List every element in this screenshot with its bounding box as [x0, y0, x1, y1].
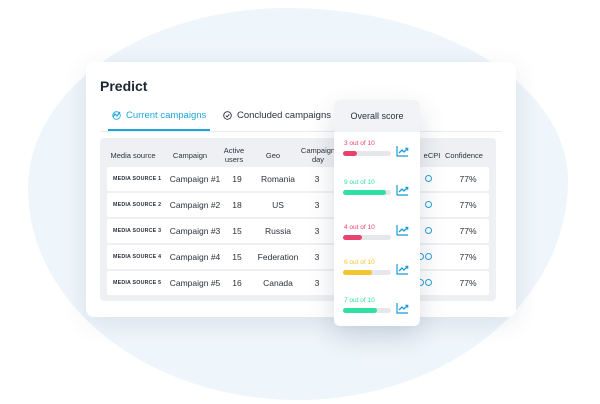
score-bar [343, 190, 391, 195]
row-campaign-day: 3 [314, 252, 320, 262]
header-media-source: Media source [110, 151, 156, 160]
score-bar [343, 235, 391, 240]
header-campaign-day: Campaign day [300, 146, 336, 164]
trend-up-icon[interactable] [396, 224, 409, 236]
row-media-source: MEDIA SOURCE 5 [113, 280, 162, 286]
campaigns-table: Media source Campaign Active users Geo C… [100, 138, 496, 301]
row-active-users: 15 [232, 226, 242, 236]
score-bar [343, 270, 391, 275]
row-confidence: 77% [459, 252, 477, 262]
score-label: 6 out of 10 [344, 259, 375, 266]
header-campaign: Campaign [172, 151, 208, 160]
check-circle-icon [223, 111, 232, 120]
tab-active-underline [108, 129, 210, 131]
row-media-source: MEDIA SOURCE 1 [113, 176, 162, 182]
row-campaign: Campaign #4 [169, 252, 221, 262]
row-geo: Romania [260, 174, 296, 184]
row-confidence: 77% [459, 174, 477, 184]
header-ecpi: eCPI [423, 151, 441, 160]
row-geo: Canada [263, 278, 293, 288]
row-active-users: 16 [232, 278, 242, 288]
row-geo: US [272, 200, 284, 210]
table-row[interactable]: MEDIA SOURCE 1 Campaign #1 19 Romania 3 … [107, 167, 489, 191]
table-row[interactable]: MEDIA SOURCE 4 Campaign #4 15 Federation… [107, 245, 489, 269]
predict-card: Predict Current campaigns Concluded camp… [86, 62, 516, 317]
tab-current-campaigns[interactable]: Current campaigns [112, 110, 206, 121]
tab-divider [100, 131, 502, 132]
row-campaign: Campaign #5 [169, 278, 221, 288]
row-media-source: MEDIA SOURCE 3 [113, 228, 162, 234]
row-confidence: 77% [459, 200, 477, 210]
tab-concluded-label: Concluded campaigns [237, 110, 332, 121]
row-active-users: 19 [232, 174, 242, 184]
coin-icon [425, 227, 432, 234]
row-media-source: MEDIA SOURCE 2 [113, 202, 162, 208]
score-bar-fill [343, 235, 363, 240]
row-active-users: 18 [232, 200, 242, 210]
score-bar-fill [343, 190, 387, 195]
row-geo: Federation [257, 252, 299, 262]
score-label: 7 out of 10 [344, 297, 375, 304]
row-campaign: Campaign #1 [169, 174, 221, 184]
row-campaign-day: 3 [314, 226, 320, 236]
coin-icon [425, 279, 432, 286]
coin-icon [425, 253, 432, 260]
score-bar-fill [343, 151, 358, 156]
overall-score-header: Overall score [334, 100, 420, 132]
row-campaign-day: 3 [314, 278, 320, 288]
score-label: 4 out of 10 [344, 224, 375, 231]
table-row[interactable]: MEDIA SOURCE 3 Campaign #3 15 Russia 3 7… [107, 219, 489, 243]
coin-icon [425, 201, 432, 208]
table-row[interactable]: MEDIA SOURCE 2 Campaign #2 18 US 3 77% [107, 193, 489, 217]
trend-up-icon[interactable] [396, 263, 409, 275]
score-bar [343, 151, 391, 156]
tab-current-label: Current campaigns [126, 110, 207, 121]
row-confidence: 77% [459, 278, 477, 288]
overall-score-panel: Overall score 3 out of 10 9 out of 10 4 … [334, 100, 420, 326]
score-bar [343, 308, 391, 313]
score-label: 9 out of 10 [344, 179, 375, 186]
score-bar-fill [343, 308, 377, 313]
header-confidence: Confidence [445, 151, 483, 160]
trend-up-icon[interactable] [396, 145, 409, 157]
tab-concluded-campaigns[interactable]: Concluded campaigns [223, 110, 331, 121]
trend-up-icon[interactable] [396, 184, 409, 196]
page-title: Predict [100, 78, 148, 94]
row-media-source: MEDIA SOURCE 4 [113, 254, 162, 260]
trend-up-icon[interactable] [396, 302, 409, 314]
campaign-icon [112, 111, 121, 120]
row-confidence: 77% [459, 226, 477, 236]
score-bar-fill [343, 270, 372, 275]
row-active-users: 15 [232, 252, 242, 262]
row-campaign: Campaign #2 [169, 200, 221, 210]
header-geo: Geo [265, 151, 281, 160]
row-campaign-day: 3 [314, 174, 320, 184]
score-label: 3 out of 10 [344, 140, 375, 147]
row-campaign: Campaign #3 [169, 226, 221, 236]
row-campaign-day: 3 [314, 200, 320, 210]
coin-icon [425, 175, 432, 182]
table-row[interactable]: MEDIA SOURCE 5 Campaign #5 16 Canada 3 7… [107, 271, 489, 295]
header-active-users: Active users [223, 146, 245, 164]
row-geo: Russia [265, 226, 291, 236]
